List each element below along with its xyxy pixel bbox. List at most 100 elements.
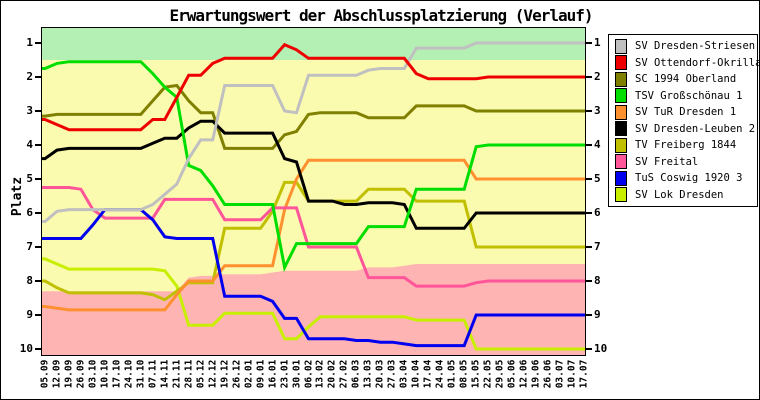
y-tick-label-left: 5 — [26, 172, 33, 185]
x-tick-label: 03.04 — [398, 359, 410, 389]
y-tick-label-right: 5 — [594, 172, 601, 185]
x-tick-label: 30.01 — [291, 359, 303, 389]
x-tick-label: 26.09 — [75, 359, 87, 389]
x-tick-label: 12.09 — [51, 359, 63, 389]
x-tick-label: 17.10 — [111, 359, 123, 389]
y-tick-mark-right — [586, 144, 592, 146]
y-tick-mark-left — [35, 144, 41, 146]
y-tick-label-right: 8 — [594, 274, 601, 287]
series-line-sv-dresden-striesen — [41, 41, 586, 223]
y-tick-label-right: 4 — [594, 138, 601, 151]
legend-label: SV Freital — [635, 155, 699, 168]
x-tick-label: 02.01 — [243, 359, 255, 389]
y-tick-mark-right — [586, 280, 592, 282]
y-tick-label-left: 1 — [26, 36, 33, 49]
x-tick-label: 17.04 — [422, 359, 434, 389]
legend-item: SV Ottendorf-Okrilla — [615, 55, 760, 71]
legend-color-swatch — [615, 170, 627, 186]
legend-item: SV TuR Dresden 1 — [615, 104, 757, 120]
y-tick-label-right: 6 — [594, 206, 601, 219]
legend-label: SV Ottendorf-Okrilla — [635, 56, 760, 69]
legend-color-swatch — [615, 187, 627, 203]
y-tick-mark-right — [586, 178, 592, 180]
legend-color-swatch — [615, 121, 627, 137]
legend-label: SV TuR Dresden 1 — [635, 106, 737, 119]
x-tick-label: 14.11 — [159, 359, 171, 389]
x-tick-label: 08.05 — [458, 359, 470, 389]
legend-item: SV Lok Dresden — [615, 187, 757, 203]
y-tick-mark-right — [586, 76, 592, 78]
x-tick-label: 20.02 — [326, 359, 338, 389]
legend-color-swatch — [615, 154, 627, 170]
x-tick-label: 28.11 — [183, 359, 195, 389]
x-tick-label: 27.02 — [338, 359, 350, 389]
y-tick-label-right: 10 — [594, 342, 608, 355]
y-tick-label-left: 4 — [26, 138, 33, 151]
x-tick-label: 19.12 — [219, 359, 231, 389]
y-tick-label-left: 7 — [26, 240, 33, 253]
y-tick-mark-left — [35, 110, 41, 112]
y-tick-label-right: 9 — [594, 308, 601, 321]
series-line-sv-dresden-leuben-2 — [41, 119, 586, 230]
chart-title: Erwartungswert der Abschlussplatzierung … — [169, 6, 593, 25]
x-tick-label: 27.03 — [386, 359, 398, 389]
y-tick-mark-left — [35, 246, 41, 248]
x-tick-label: 15.05 — [470, 359, 482, 389]
x-tick-label: 09.01 — [255, 359, 267, 389]
x-tick-label: 10.04 — [410, 359, 422, 389]
series-line-sv-lok-dresden — [41, 257, 586, 351]
y-tick-label-left: 2 — [26, 70, 33, 83]
y-tick-label-left: 8 — [26, 274, 33, 287]
series-line-sc-1994-oberland — [41, 83, 586, 150]
x-tick-label: 13.02 — [314, 359, 326, 389]
x-tick-label: 10.10 — [99, 359, 111, 389]
y-tick-label-right: 7 — [594, 240, 601, 253]
y-tick-label-left: 9 — [26, 308, 33, 321]
y-tick-mark-left — [35, 348, 41, 350]
series-line-sv-freital — [41, 186, 586, 288]
legend-label: SV Lok Dresden — [635, 188, 724, 201]
y-tick-mark-left — [35, 280, 41, 282]
legend-item: TuS Coswig 1920 3 — [615, 170, 757, 186]
legend-color-swatch — [615, 137, 627, 153]
x-tick-label: 26.12 — [231, 359, 243, 389]
x-tick-label: 23.01 — [279, 359, 291, 389]
y-tick-mark-right — [586, 314, 592, 316]
y-tick-label-left: 3 — [26, 104, 33, 117]
legend-item: SC 1994 Oberland — [615, 71, 757, 87]
x-tick-label: 05.09 — [39, 359, 51, 389]
x-tick-label: 26.06 — [542, 359, 554, 389]
legend-color-swatch — [615, 104, 627, 120]
legend-label: SC 1994 Oberland — [635, 73, 737, 86]
x-tick-label: 06.02 — [303, 359, 314, 389]
x-tick-label: 21.11 — [171, 359, 183, 389]
legend-color-swatch — [615, 38, 627, 54]
legend-label: TV Freiberg 1844 — [635, 139, 737, 152]
legend-item: SV Dresden-Leuben 2 — [615, 121, 757, 137]
plot-area — [41, 27, 586, 356]
y-tick-label-left: 6 — [26, 206, 33, 219]
x-tick-label: 20.03 — [374, 359, 386, 389]
x-tick-label: 31.10 — [135, 359, 147, 389]
y-tick-label-right: 3 — [594, 104, 601, 117]
legend-item: SV Dresden-Striesen — [615, 38, 757, 54]
y-tick-mark-left — [35, 314, 41, 316]
series-line-sv-ottendorf-okrilla — [41, 42, 586, 132]
y-tick-label-right: 2 — [594, 70, 601, 83]
legend-color-swatch — [615, 88, 627, 104]
legend-label: TuS Coswig 1920 3 — [635, 172, 743, 185]
x-tick-label: 24.10 — [123, 359, 135, 389]
y-tick-label-right: 1 — [594, 36, 601, 49]
x-tick-label: 22.05 — [482, 359, 494, 389]
legend: SV Dresden-Striesen SV Ottendorf-Okrilla S… — [608, 34, 760, 207]
x-tick-label: 06.03 — [350, 359, 362, 389]
x-tick-label: 05.06 — [506, 359, 518, 389]
y-tick-mark-left — [35, 178, 41, 180]
y-tick-mark-right — [586, 348, 592, 350]
legend-label: SV Dresden-Leuben 2 — [635, 122, 756, 135]
legend-color-swatch — [615, 55, 627, 71]
x-tick-label: 13.03 — [362, 359, 374, 389]
y-tick-mark-left — [35, 76, 41, 78]
x-tick-label: 03.10 — [87, 359, 99, 389]
